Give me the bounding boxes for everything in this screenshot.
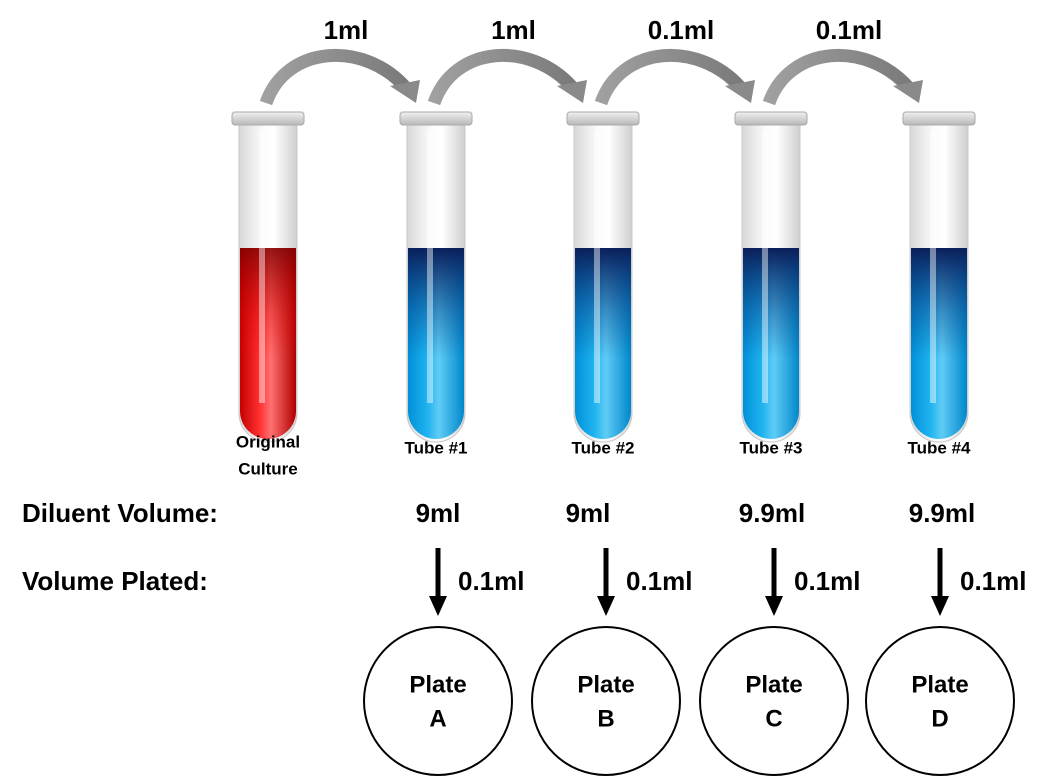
transfer-arc [259, 48, 411, 106]
tube-rim [231, 111, 305, 126]
transfer-arrowhead [893, 80, 923, 103]
tube-label: Tube #2 [572, 438, 635, 457]
tube-rim [734, 111, 808, 126]
tube-highlight [427, 130, 433, 403]
tube-highlight [762, 130, 768, 403]
tube-liquid-shade [743, 248, 799, 358]
tube-label: Culture [238, 459, 298, 478]
tube-liquid-shade [408, 248, 464, 358]
plated-value: 0.1ml [960, 566, 1027, 596]
plating-arrowhead [597, 596, 615, 616]
plated-value: 0.1ml [794, 566, 861, 596]
transfer-label: 0.1ml [648, 15, 715, 45]
plate [865, 626, 1015, 776]
tube-highlight [259, 130, 265, 403]
plate-label: Plate [911, 671, 968, 698]
transfer-arc [762, 48, 914, 106]
transfer-label: 1ml [324, 15, 369, 45]
tube-label: Tube #4 [908, 438, 972, 457]
content: 1ml 1ml 0.1ml 0.1ml Original Culture Tube #1 Tu… [22, 15, 1027, 776]
row-label: Diluent Volume: [22, 498, 218, 528]
plate [699, 626, 849, 776]
transfer-label: 0.1ml [816, 15, 883, 45]
row-label: Volume Plated: [22, 566, 208, 596]
tube-liquid-shade [575, 248, 631, 358]
tube-liquid-shade [911, 248, 967, 358]
plating-arrowhead [765, 596, 783, 616]
diluent-value: 9ml [566, 498, 611, 528]
transfer-arc [594, 48, 746, 106]
plate-label: D [931, 705, 948, 732]
plate-label: Plate [409, 671, 466, 698]
plate-label: Plate [745, 671, 802, 698]
transfer-arc [427, 48, 578, 106]
transfer-arrowhead [390, 80, 420, 103]
plated-value: 0.1ml [626, 566, 693, 596]
plate [531, 626, 681, 776]
transfer-label: 1ml [491, 15, 536, 45]
tube-rim [399, 111, 473, 126]
diluent-value: 9.9ml [739, 498, 806, 528]
plate-label: A [429, 705, 446, 732]
tube-highlight [594, 130, 600, 403]
tube-rim [902, 111, 976, 126]
tube-label: Original [236, 432, 300, 451]
tube-label: Tube #1 [405, 438, 468, 457]
tube-rim [566, 111, 640, 126]
tube-liquid-shade [240, 248, 296, 358]
plating-arrowhead [931, 596, 949, 616]
plate-label: B [597, 705, 614, 732]
plating-arrowhead [429, 596, 447, 616]
plate-label: Plate [577, 671, 634, 698]
transfer-arrowhead [725, 80, 755, 103]
tube-label: Tube #3 [740, 438, 803, 457]
plated-value: 0.1ml [458, 566, 525, 596]
tube-highlight [930, 130, 936, 403]
diluent-value: 9.9ml [909, 498, 976, 528]
diluent-value: 9ml [416, 498, 461, 528]
plate-label: C [765, 705, 782, 732]
plate [363, 626, 513, 776]
transfer-arrowhead [557, 80, 587, 103]
